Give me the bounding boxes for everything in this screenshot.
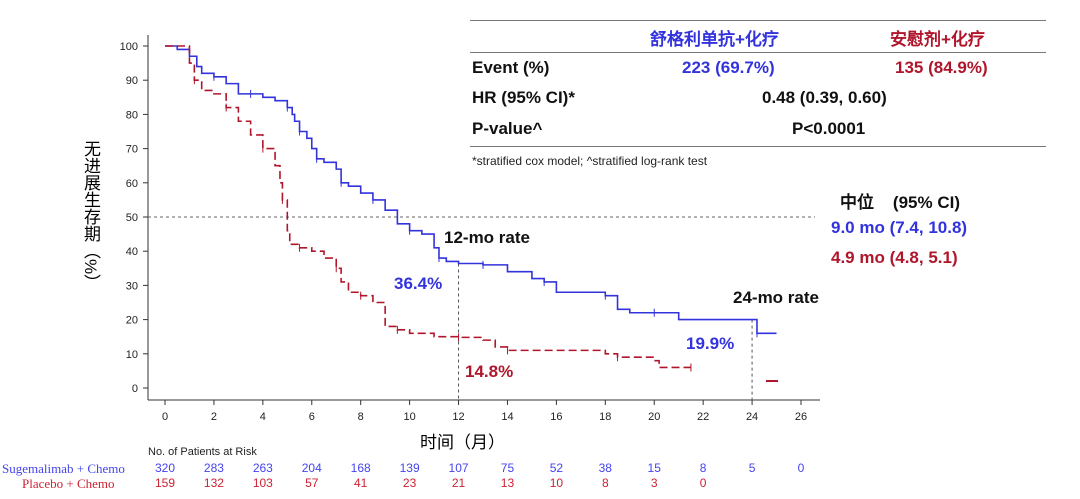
x-tick-label: 10 <box>403 411 415 423</box>
risk-count-sugemalimab: 107 <box>448 461 469 475</box>
rate-12mo-sugemalimab: 36.4% <box>394 274 443 293</box>
x-tick-label: 20 <box>648 411 660 423</box>
x-tick-label: 6 <box>309 411 315 423</box>
risk-count-placebo: 21 <box>451 476 466 490</box>
risk-count-sugemalimab: 8 <box>699 461 707 475</box>
risk-count-sugemalimab: 38 <box>598 461 612 475</box>
risk-count-placebo: 23 <box>402 476 417 490</box>
x-axis-label: 时间（月） <box>420 433 505 452</box>
risk-count-placebo: 0 <box>699 476 707 490</box>
row-label-event: Event (%) <box>472 58 550 77</box>
risk-count-placebo: 159 <box>154 476 176 490</box>
x-tick-label: 26 <box>795 411 807 423</box>
risk-count-placebo: 57 <box>305 476 319 490</box>
event-placebo: 135 (84.9%) <box>895 58 988 77</box>
stats-table: 舒格利单抗+化疗 安慰剂+化疗 Event (%) 223 (69.7%) 13… <box>470 20 1046 168</box>
col-header-placebo: 安慰剂+化疗 <box>890 30 985 49</box>
y-tick-label: 60 <box>126 178 138 190</box>
risk-count-sugemalimab: 75 <box>500 461 515 475</box>
row-label-pvalue: P-value^ <box>472 119 543 138</box>
y-tick-label: 80 <box>126 109 138 121</box>
risk-count-placebo: 8 <box>601 476 609 490</box>
median-title: 中位 (95% CI) <box>840 193 960 212</box>
median-placebo: 4.9 mo (4.8, 5.1) <box>831 248 958 267</box>
risk-title: No. of Patients at Risk <box>148 446 257 458</box>
risk-count-placebo: 3 <box>650 476 658 490</box>
y-tick-label: 40 <box>126 246 138 258</box>
y-tick-label: 50 <box>126 212 138 224</box>
y-tick-label: 0 <box>132 383 138 395</box>
rate-24mo-sugemalimab: 19.9% <box>686 334 735 353</box>
km-curve-placebo <box>165 45 691 369</box>
x-tick-label: 16 <box>550 411 562 423</box>
y-tick-label: 30 <box>126 280 138 292</box>
risk-label-placebo: Placebo + Chemo <box>22 476 115 491</box>
risk-count-sugemalimab: 139 <box>399 461 420 475</box>
y-tick-label: 20 <box>126 315 138 327</box>
y-tick-label: 100 <box>120 41 138 53</box>
x-tick-label: 18 <box>599 411 611 423</box>
risk-count-placebo: 10 <box>549 476 564 490</box>
footnote: *stratified cox model; ^stratified log-r… <box>472 154 708 168</box>
risk-count-sugemalimab: 5 <box>748 461 756 475</box>
risk-count-sugemalimab: 204 <box>301 461 322 475</box>
risk-count-placebo: 41 <box>354 476 368 490</box>
median-sugemalimab: 9.0 mo (7.4, 10.8) <box>831 218 968 237</box>
x-tick-label: 12 <box>452 411 464 423</box>
row-label-hr: HR (95% CI)* <box>472 88 575 107</box>
risk-label-sugemalimab: Sugemalimab + Chemo <box>2 461 125 476</box>
y-tick-label: 10 <box>126 349 138 361</box>
event-sugemalimab: 223 (69.7%) <box>682 58 775 77</box>
x-tick-label: 14 <box>501 411 513 423</box>
x-tick-label: 8 <box>358 411 364 423</box>
risk-count-sugemalimab: 52 <box>549 461 564 475</box>
x-tick-label: 24 <box>746 411 758 423</box>
risk-count-placebo: 132 <box>203 476 224 490</box>
x-tick-label: 4 <box>260 411 266 423</box>
hr-value: 0.48 (0.39, 0.60) <box>762 88 887 107</box>
x-tick-label: 2 <box>211 411 217 423</box>
rate-12mo-placebo: 14.8% <box>465 362 514 381</box>
risk-count-sugemalimab: 15 <box>647 461 661 475</box>
y-tick-label: 70 <box>126 144 138 156</box>
risk-count-sugemalimab: 0 <box>797 461 805 475</box>
risk-count-placebo: 103 <box>252 476 273 490</box>
x-tick-label: 22 <box>697 411 709 423</box>
rate-24mo-label: 24-mo rate <box>733 288 819 307</box>
km-curve-sugemalimab <box>165 45 777 335</box>
rate-12mo-label: 12-mo rate <box>444 228 530 247</box>
y-tick-label: 90 <box>126 75 138 87</box>
x-tick-label: 0 <box>162 411 168 423</box>
p-value: P<0.0001 <box>792 119 866 138</box>
risk-count-sugemalimab: 320 <box>154 461 176 475</box>
risk-count-sugemalimab: 283 <box>203 461 224 475</box>
risk-count-placebo: 13 <box>500 476 515 490</box>
risk-count-sugemalimab: 263 <box>252 461 273 475</box>
col-header-sugemalimab: 舒格利单抗+化疗 <box>650 30 779 49</box>
risk-count-sugemalimab: 168 <box>350 461 371 475</box>
y-axis-label: 无进展生存期（%） <box>81 140 100 292</box>
